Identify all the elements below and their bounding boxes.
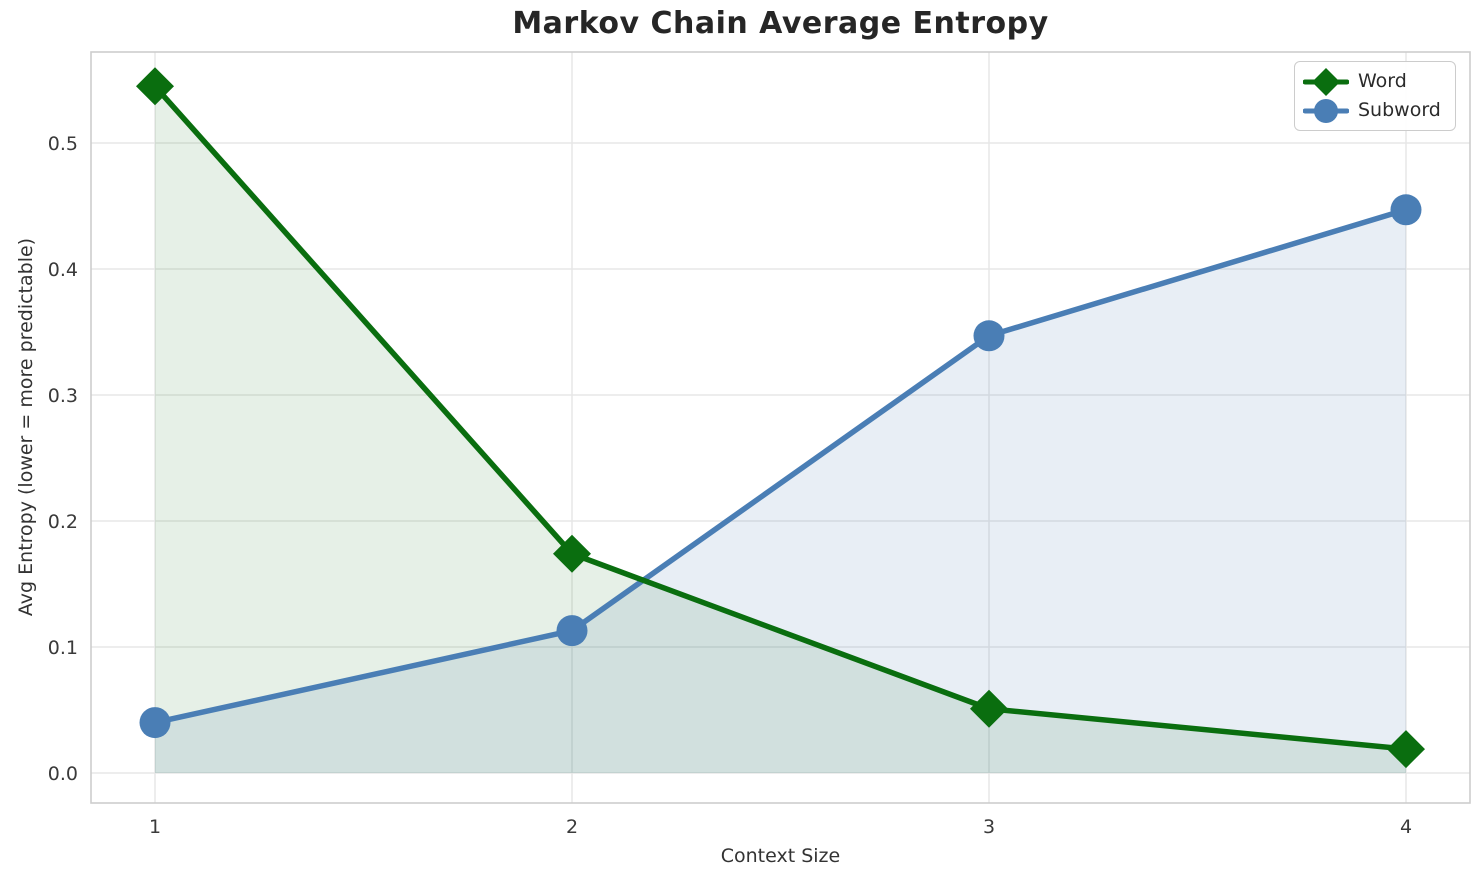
legend-label-word: Word — [1358, 70, 1407, 92]
legend-label-subword: Subword — [1358, 99, 1441, 121]
svg-text:2: 2 — [566, 816, 578, 838]
word-marker[interactable] — [969, 689, 1008, 728]
subword-area — [155, 209, 1406, 774]
y-tick-labels: 0.0 0.1 0.2 0.3 0.4 0.5 — [48, 133, 78, 785]
svg-text:1: 1 — [149, 816, 161, 838]
legend-item-word[interactable]: Word — [1303, 67, 1445, 96]
svg-text:0.1: 0.1 — [48, 637, 78, 659]
gridlines — [91, 52, 1470, 803]
subword-marker[interactable] — [139, 707, 171, 739]
subword-marker[interactable] — [1390, 194, 1422, 226]
plot-border — [90, 51, 1471, 804]
word-marker[interactable] — [136, 67, 175, 106]
word-line — [152, 83, 1409, 752]
word-marker[interactable] — [553, 534, 592, 573]
subword-line — [152, 207, 1409, 726]
subword-marker[interactable] — [556, 615, 588, 647]
svg-text:3: 3 — [983, 816, 995, 838]
x-axis-label: Context Size — [720, 845, 841, 867]
chart-title: Markov Chain Average Entropy — [512, 6, 1049, 41]
svg-text:0.2: 0.2 — [48, 511, 78, 533]
word-marker[interactable] — [1386, 730, 1425, 769]
legend: Word Subword — [1294, 61, 1456, 131]
svg-text:0.0: 0.0 — [48, 763, 78, 785]
svg-text:0.3: 0.3 — [48, 385, 78, 407]
legend-item-subword[interactable]: Subword — [1303, 96, 1445, 125]
svg-text:4: 4 — [1400, 816, 1412, 838]
svg-text:0.5: 0.5 — [48, 133, 78, 155]
subword-circle-marker-icon — [1303, 98, 1349, 123]
word-area — [155, 86, 1406, 774]
word-diamond-marker-icon — [1303, 67, 1349, 96]
x-tick-labels: 1 2 3 4 — [149, 816, 1412, 838]
svg-text:0.4: 0.4 — [48, 259, 78, 281]
subword-marker[interactable] — [973, 320, 1005, 352]
